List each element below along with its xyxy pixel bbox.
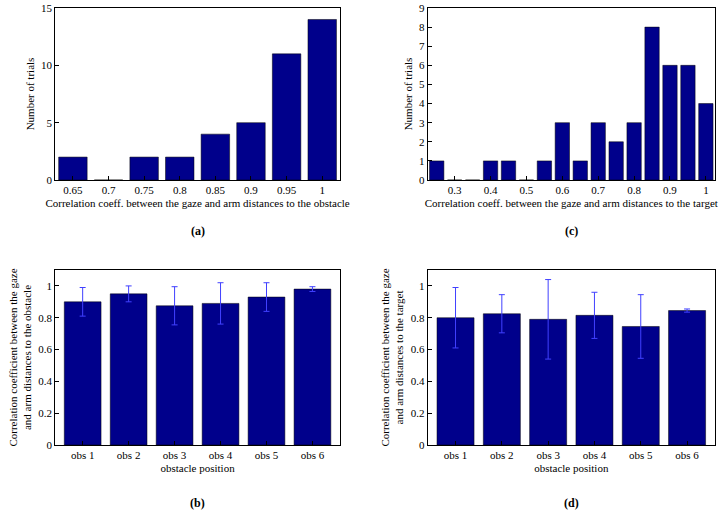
svg-text:obs 1: obs 1 [444,449,468,461]
svg-text:0.65: 0.65 [63,184,83,196]
svg-text:9: 9 [419,2,425,14]
svg-text:obs 2: obs 2 [490,449,514,461]
svg-text:7: 7 [419,40,425,52]
svg-text:3: 3 [419,117,425,129]
svg-text:0.95: 0.95 [277,184,297,196]
svg-text:obs 4: obs 4 [583,449,607,461]
svg-text:10: 10 [41,59,53,71]
svg-text:obs 5: obs 5 [255,449,279,461]
svg-text:0.8: 0.8 [627,184,641,196]
svg-text:Number of trials: Number of trials [24,58,36,131]
svg-text:0.7: 0.7 [591,184,605,196]
svg-text:5: 5 [46,117,52,129]
svg-text:0.4: 0.4 [38,375,52,387]
svg-text:0.85: 0.85 [206,184,226,196]
svg-text:0.5: 0.5 [520,184,534,196]
svg-text:obs 6: obs 6 [301,449,325,461]
svg-text:obs 2: obs 2 [117,449,141,461]
svg-text:obs 4: obs 4 [209,449,233,461]
svg-text:5: 5 [419,78,425,90]
svg-text:0.8: 0.8 [173,184,187,196]
svg-text:Correlation coefficient betwee: Correlation coefficient between the gaze… [379,268,405,446]
svg-text:0.2: 0.2 [411,407,425,419]
svg-text:0.7: 0.7 [102,184,116,196]
svg-text:obstacle position: obstacle position [534,462,609,474]
svg-text:(a): (a) [191,224,205,238]
svg-text:0.6: 0.6 [555,184,569,196]
svg-text:2: 2 [419,136,425,148]
svg-text:obs 5: obs 5 [629,449,653,461]
svg-text:0.6: 0.6 [38,343,52,355]
svg-text:0.75: 0.75 [135,184,155,196]
svg-text:0.9: 0.9 [244,184,258,196]
svg-text:0.3: 0.3 [448,184,462,196]
svg-text:0: 0 [46,439,52,451]
svg-text:15: 15 [41,2,53,14]
svg-text:0.8: 0.8 [38,312,52,324]
svg-text:0.6: 0.6 [411,343,425,355]
svg-text:0.4: 0.4 [411,375,425,387]
svg-text:4: 4 [419,97,425,109]
svg-text:(c): (c) [565,224,578,238]
svg-text:1: 1 [419,280,425,292]
svg-text:(b): (b) [190,496,205,510]
svg-text:0.9: 0.9 [663,184,677,196]
svg-text:obs 3: obs 3 [163,449,187,461]
svg-text:6: 6 [419,59,425,71]
svg-text:1: 1 [419,155,425,167]
svg-text:obstacle position: obstacle position [160,462,235,474]
svg-text:1: 1 [46,280,52,292]
svg-text:0.2: 0.2 [38,407,52,419]
svg-text:1: 1 [319,184,325,196]
svg-text:obs 1: obs 1 [71,449,95,461]
svg-text:0.8: 0.8 [411,312,425,324]
svg-text:Correlation coeff. between the: Correlation coeff. between the gaze and … [425,197,718,209]
svg-text:0.4: 0.4 [484,184,498,196]
svg-text:0: 0 [419,174,425,186]
svg-text:0: 0 [46,174,52,186]
svg-text:(d): (d) [564,496,579,510]
svg-text:obs 3: obs 3 [536,449,560,461]
svg-text:1: 1 [703,184,709,196]
svg-text:Correlation coefficient betwee: Correlation coefficient between the gaze… [7,268,33,446]
svg-text:Correlation coeff. between the: Correlation coeff. between the gaze and … [45,197,349,209]
svg-text:8: 8 [419,21,425,33]
svg-text:0: 0 [419,439,425,451]
svg-text:obs 6: obs 6 [675,449,699,461]
svg-text:Number of trials: Number of trials [402,58,414,131]
